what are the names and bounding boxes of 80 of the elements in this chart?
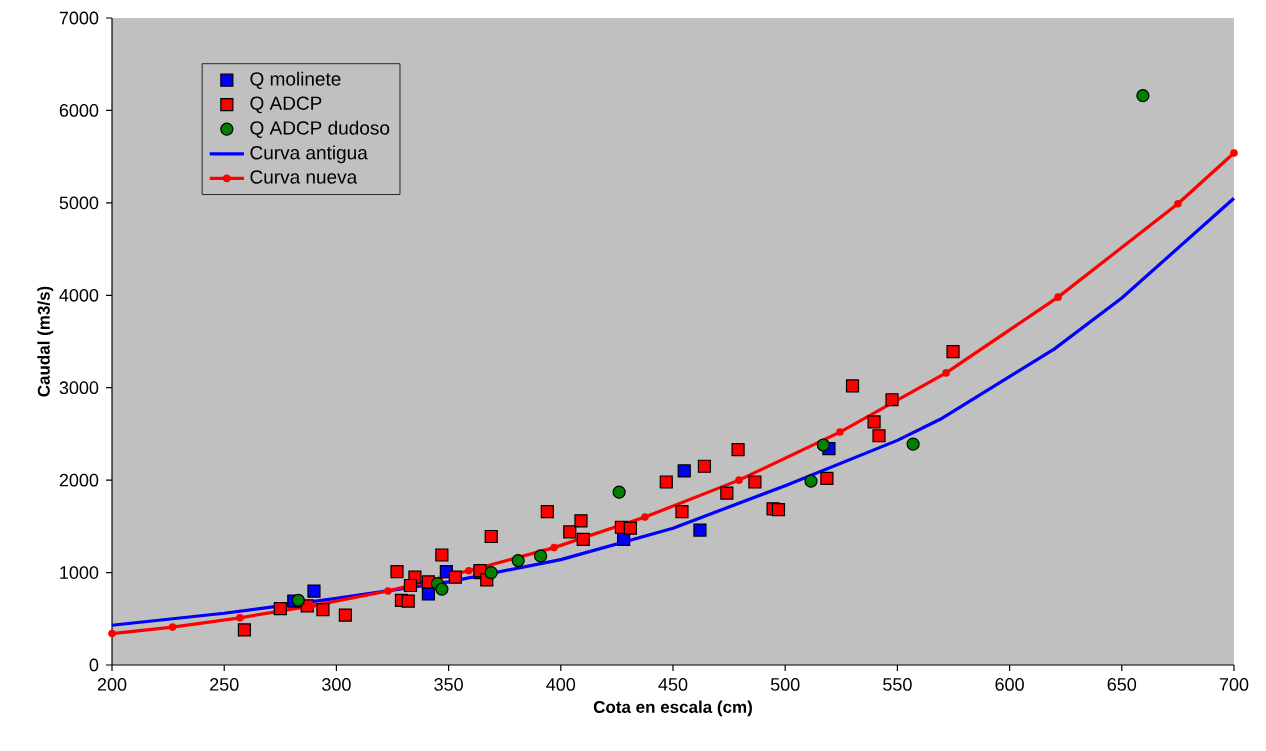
legend-label: Curva antigua (250, 145, 368, 164)
point (675, 504, 689, 519)
x-tick-label: 400 (546, 678, 576, 691)
point (484, 565, 498, 580)
x-tick-label: 350 (434, 678, 463, 691)
point (465, 566, 473, 575)
y-tick-label: 5000 (59, 196, 99, 210)
x-tick-label: 550 (883, 678, 912, 691)
point (836, 428, 844, 436)
point (168, 623, 177, 631)
point (574, 514, 588, 528)
point (448, 570, 462, 584)
point (316, 602, 330, 617)
point (550, 543, 558, 552)
legend-label: Q ADCP (250, 96, 322, 114)
point (484, 529, 498, 544)
x-tick-label: 600 (995, 678, 1024, 691)
x-tick-label: 300 (322, 678, 351, 691)
point (748, 475, 762, 489)
x-tick-label: 450 (658, 678, 688, 691)
point (946, 345, 960, 359)
point (942, 369, 950, 377)
x-tick-label: 700 (1219, 678, 1249, 691)
x-tick-label: 250 (210, 678, 239, 691)
point (236, 614, 244, 622)
point (906, 437, 920, 451)
point (1174, 199, 1182, 208)
point (816, 438, 830, 452)
point (771, 503, 786, 517)
x-tick-label: 500 (770, 678, 800, 691)
point (872, 429, 886, 443)
point (720, 486, 734, 500)
point (534, 549, 548, 563)
y-tick-label: 6000 (59, 104, 99, 117)
point (845, 379, 860, 393)
point (390, 565, 404, 579)
point (540, 504, 554, 519)
x-tick-label: 650 (1107, 678, 1137, 691)
point (885, 393, 899, 407)
y-tick-label: 2000 (59, 473, 99, 487)
point (291, 593, 305, 607)
point (435, 582, 449, 596)
point (237, 623, 251, 637)
point (735, 476, 743, 484)
y-tick-label: 0 (89, 658, 99, 672)
point (623, 521, 637, 535)
point (697, 459, 712, 473)
point (1054, 293, 1062, 301)
point (1230, 149, 1238, 157)
point (563, 525, 577, 539)
legend-label: Q ADCP dudoso (250, 120, 390, 139)
point (820, 471, 834, 485)
point (307, 584, 321, 598)
point (804, 474, 818, 488)
point (677, 464, 691, 478)
point (576, 532, 590, 546)
legend-label: Q molinete (250, 71, 341, 90)
legend-label: Curva nueva (250, 170, 358, 184)
y-tick-label: 4000 (59, 288, 99, 302)
y-tick-label: 1000 (60, 566, 99, 579)
point (641, 513, 649, 521)
point (731, 443, 745, 457)
point (693, 523, 707, 537)
point (384, 587, 392, 595)
y-tick-label: 7000 (59, 11, 99, 25)
point (108, 629, 116, 638)
x-tick-label: 200 (97, 678, 127, 691)
point (511, 553, 525, 568)
point (867, 415, 881, 429)
point (659, 475, 673, 489)
y-tick-label: 3000 (59, 381, 99, 395)
point (612, 485, 626, 499)
point (273, 602, 287, 616)
y-axis-title: Caudal (m3/s) (37, 286, 54, 397)
point (401, 594, 415, 608)
point (1136, 89, 1150, 103)
x-axis-title: Cota en escala (cm) (593, 700, 752, 717)
point (435, 548, 449, 562)
point (403, 578, 418, 593)
point (338, 608, 352, 622)
